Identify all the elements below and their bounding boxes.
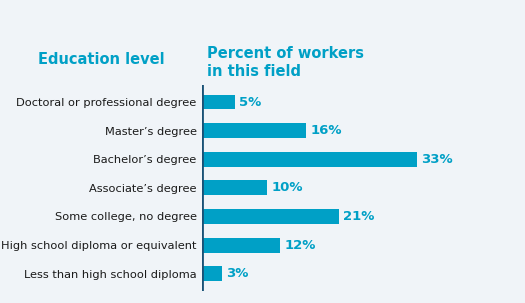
Text: 12%: 12% (285, 238, 316, 251)
Text: 33%: 33% (421, 153, 453, 166)
Bar (202, 123, 306, 138)
Bar (202, 209, 339, 224)
Bar (202, 266, 222, 281)
Bar (202, 238, 280, 252)
Bar (202, 95, 235, 109)
Text: 21%: 21% (343, 210, 374, 223)
Text: 10%: 10% (271, 181, 303, 194)
Text: 5%: 5% (239, 95, 261, 108)
Bar (202, 180, 267, 195)
Text: Education level: Education level (38, 52, 164, 67)
Bar (202, 152, 416, 167)
Text: 3%: 3% (226, 267, 248, 280)
Text: Percent of workers
in this field: Percent of workers in this field (207, 46, 364, 79)
Text: 16%: 16% (311, 124, 342, 137)
